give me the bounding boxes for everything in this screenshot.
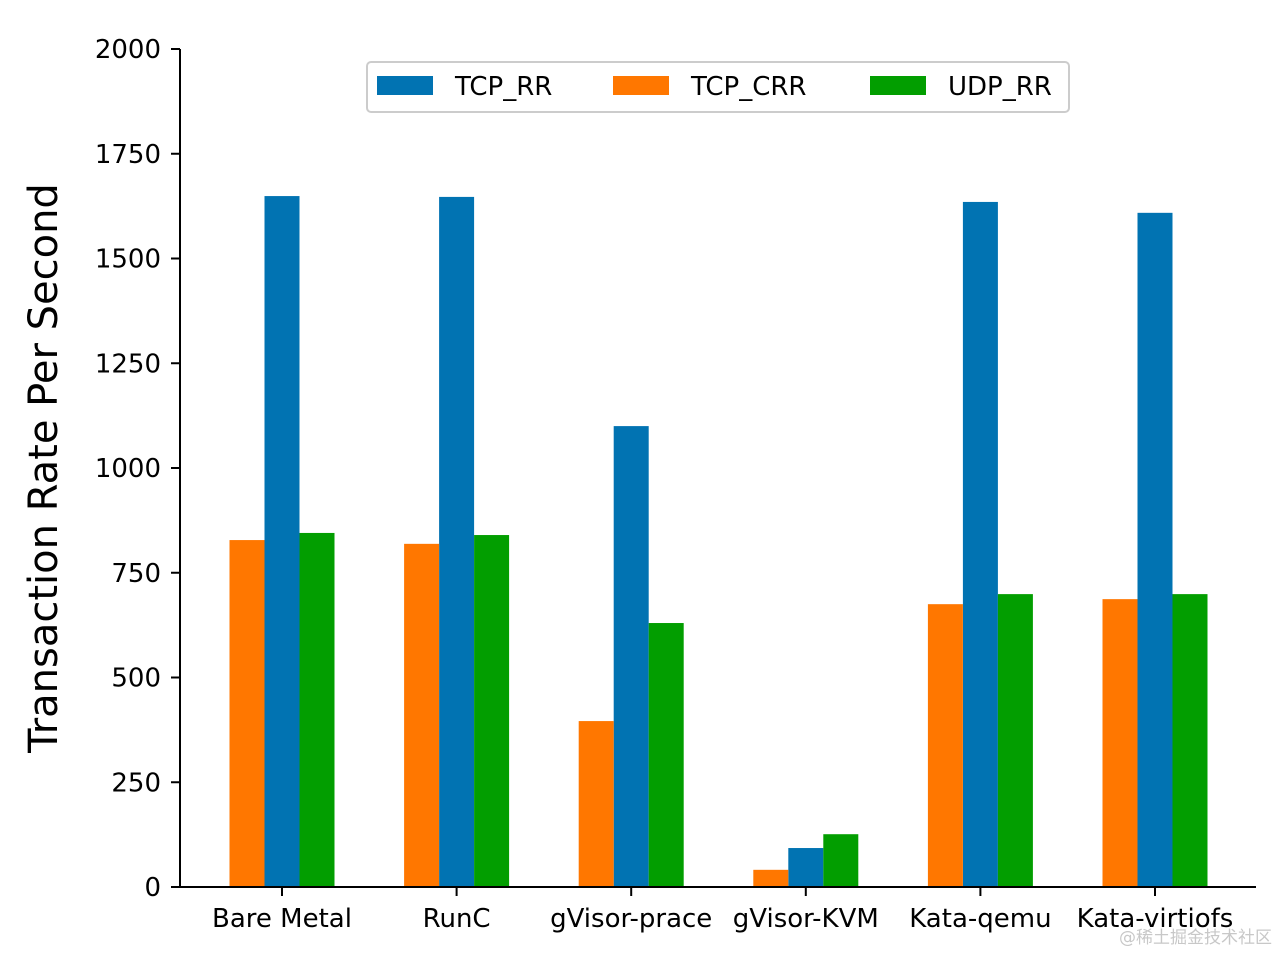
bar-tcp-crr [1102,599,1138,887]
bar-tcp-rr [962,201,998,887]
x-tick-label: gVisor-KVM [733,904,879,934]
legend-box [366,61,1070,113]
bar-tcp-rr [264,196,300,888]
bar-tcp-crr [404,543,440,887]
y-tick-label: 0 [144,873,161,903]
bar-udp-rr [648,623,684,887]
x-tick-label: Bare Metal [212,904,352,934]
bar-tcp-crr [578,721,614,887]
bar-tcp-rr [613,426,649,887]
y-tick-label: 2000 [95,35,161,65]
bar-tcp-crr [229,540,265,887]
legend-label: TCP_RR [454,72,552,102]
bar-udp-rr [823,834,859,887]
y-tick-label: 1500 [95,245,161,275]
x-tick-label: RunC [423,904,491,934]
bar-udp-rr [299,532,335,887]
legend-label: UDP_RR [948,72,1052,102]
y-tick-label: 1750 [95,140,161,170]
legend-swatch-udp-rr [870,76,926,95]
y-tick-label: 1250 [95,349,161,379]
x-tick-label: Kata-virtiofs [1077,904,1234,934]
watermark: @稀土掘金技术社区 [1119,928,1272,948]
y-tick-label: 250 [111,768,161,798]
bar-udp-rr [1172,594,1208,887]
y-tick-label: 1000 [95,454,161,484]
y-axis-label: Transaction Rate Per Second [21,183,67,754]
bar-tcp-crr [753,869,789,887]
bar-tcp-rr [788,848,824,887]
bar-tcp-crr [927,604,963,887]
bar-tcp-rr [439,196,475,888]
legend-swatch-tcp-crr [613,76,669,95]
bar-tcp-rr [1137,212,1173,888]
bar-udp-rr [997,594,1033,887]
x-tick-label: gVisor-prace [550,904,712,934]
legend: TCP_RR TCP_CRR UDP_RR [366,61,1070,113]
legend-label: TCP_CRR [690,72,806,102]
bar-udp-rr [474,535,510,887]
x-tick-label: Kata-qemu [909,904,1051,934]
y-tick-label: 500 [111,664,161,694]
legend-swatch-tcp-rr [377,76,433,95]
y-tick-label: 750 [111,559,161,589]
